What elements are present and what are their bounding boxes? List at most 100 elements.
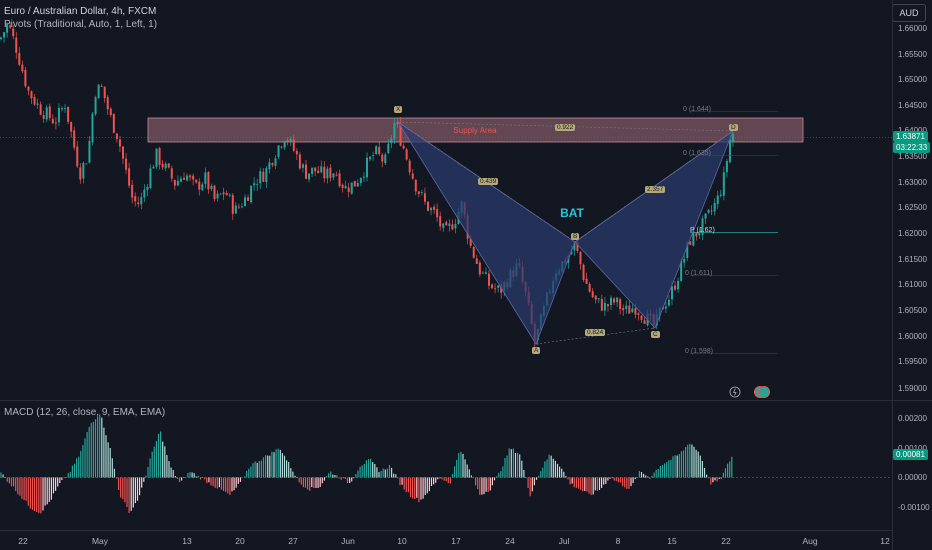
macd-bar	[304, 477, 307, 488]
macd-bar	[615, 477, 617, 482]
macd-bar	[668, 460, 670, 478]
macd-bar	[435, 477, 437, 483]
macd-bar	[701, 461, 703, 478]
candle-body	[722, 172, 725, 196]
macd-bar	[437, 477, 439, 480]
macd-bar	[29, 477, 31, 509]
lightning-icon[interactable]	[729, 386, 741, 398]
price-label: 1.62000	[898, 229, 927, 238]
macd-current-tag[interactable]: 0.00081	[893, 449, 928, 460]
candle-body	[408, 160, 411, 173]
macd-bar	[638, 470, 640, 478]
macd-bar	[363, 463, 365, 478]
macd-bar	[99, 414, 101, 478]
macd-bar	[353, 477, 355, 479]
candle-body	[234, 205, 237, 214]
macd-bar	[685, 446, 687, 478]
candle-body	[579, 251, 582, 265]
macd-bar	[617, 477, 619, 483]
candle-body	[0, 37, 2, 40]
candle-body	[710, 210, 713, 212]
macd-bar	[724, 468, 727, 478]
macd-bar	[351, 477, 353, 482]
macd-indicator-label[interactable]: MACD (12, 26, close, 9, EMA, EMA)	[4, 407, 166, 418]
candle-body	[103, 86, 106, 98]
candle-body	[228, 194, 231, 196]
macd-bar	[323, 477, 325, 481]
macd-bar	[676, 455, 678, 478]
candle-body	[347, 187, 350, 193]
current-price-tag[interactable]: 1.63871	[893, 131, 928, 142]
macd-bar	[277, 448, 279, 478]
macd-bar	[355, 474, 357, 478]
macd-bar	[643, 473, 645, 478]
candle-body	[51, 118, 54, 124]
macd-bar	[250, 466, 252, 478]
event-icons[interactable]	[729, 386, 770, 398]
supply-zone[interactable]	[147, 117, 804, 143]
macd-axis-label: -0.00100	[898, 503, 930, 512]
candle-body	[576, 241, 579, 251]
macd-bar	[149, 458, 151, 478]
candle-body	[332, 173, 335, 178]
point-a-label[interactable]: A	[532, 347, 541, 354]
candle-body	[439, 216, 442, 227]
macd-bar	[456, 459, 458, 478]
candle-body	[76, 146, 79, 167]
price-label: 1.64500	[898, 101, 927, 110]
candle-body	[253, 183, 256, 186]
macd-bar	[661, 465, 664, 478]
point-d-label[interactable]: D	[729, 124, 738, 131]
price-label: 1.60000	[898, 332, 927, 341]
candle-body	[613, 298, 616, 303]
macd-bar	[687, 444, 689, 478]
macd-bar	[302, 477, 304, 488]
macd-bar	[212, 477, 214, 487]
macd-bar	[208, 477, 210, 483]
macd-bar	[479, 477, 481, 495]
lightning-icon-bolt	[732, 388, 737, 396]
candle-body	[42, 115, 45, 119]
pivots-indicator-label[interactable]: Pivots (Traditional, Auto, 1, Left, 1)	[4, 19, 158, 30]
candle-body	[250, 185, 253, 203]
candle-body	[335, 174, 338, 176]
macd-bar	[544, 461, 546, 478]
point-b-label[interactable]: B	[571, 233, 580, 240]
macd-bar	[118, 477, 120, 490]
chart-title[interactable]: Euro / Australian Dollar, 4h, FXCM	[4, 6, 157, 17]
candle-body	[192, 175, 195, 180]
macd-bar	[0, 472, 2, 478]
candle-body	[481, 272, 484, 274]
fib-label-4: 0 (1.598)	[685, 348, 714, 355]
candle-body	[54, 122, 57, 124]
pattern-name-label: BAT	[560, 206, 584, 220]
macd-bar	[23, 477, 25, 500]
macd-bar	[414, 477, 416, 499]
macd-bar	[508, 448, 510, 478]
macd-bar	[73, 463, 76, 478]
candle-body	[164, 163, 167, 169]
candle-body	[186, 175, 189, 181]
candle-body	[442, 223, 445, 228]
ratio-ac: 0.824	[585, 329, 606, 336]
candle-body	[399, 123, 402, 146]
macd-bar	[183, 477, 185, 478]
candle-body	[207, 172, 210, 190]
pattern-triangle-xab[interactable]	[397, 121, 576, 345]
point-x-label[interactable]: X	[394, 106, 403, 113]
macd-bar	[78, 456, 80, 478]
macd-bar	[678, 454, 680, 478]
macd-bar	[546, 459, 548, 478]
macd-bar	[710, 477, 712, 485]
candle-body	[170, 168, 173, 179]
candle-body	[634, 308, 637, 315]
candle-body	[366, 157, 368, 178]
macd-bar	[254, 461, 256, 478]
macd-bar	[164, 446, 166, 478]
macd-bar	[619, 477, 622, 483]
candle-body	[585, 278, 588, 284]
earnings-event-icon[interactable]	[758, 386, 770, 398]
point-c-label[interactable]: C	[651, 331, 660, 338]
candle-body	[106, 97, 109, 110]
